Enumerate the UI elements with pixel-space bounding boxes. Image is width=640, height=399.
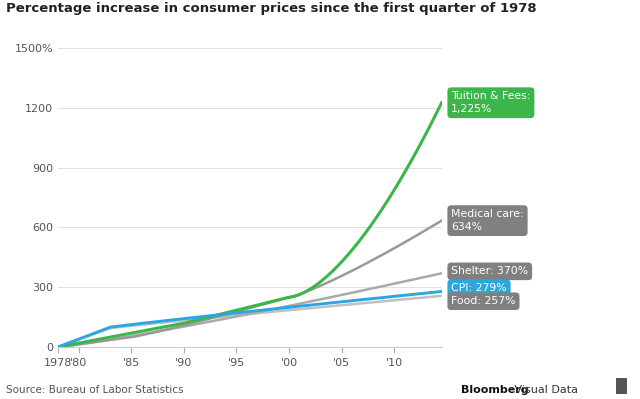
Text: Food: 257%: Food: 257%	[451, 296, 516, 306]
Text: Medical care:
634%: Medical care: 634%	[451, 209, 524, 232]
Text: Bloomberg: Bloomberg	[461, 385, 529, 395]
Text: Percentage increase in consumer prices since the first quarter of 1978: Percentage increase in consumer prices s…	[6, 2, 537, 15]
Text: Visual Data: Visual Data	[511, 385, 579, 395]
Text: CPI: 279%: CPI: 279%	[451, 283, 507, 293]
Text: Shelter: 370%: Shelter: 370%	[451, 266, 529, 277]
Text: Source: Bureau of Labor Statistics: Source: Bureau of Labor Statistics	[6, 385, 184, 395]
Text: Tuition & Fees:
1,225%: Tuition & Fees: 1,225%	[451, 91, 531, 115]
